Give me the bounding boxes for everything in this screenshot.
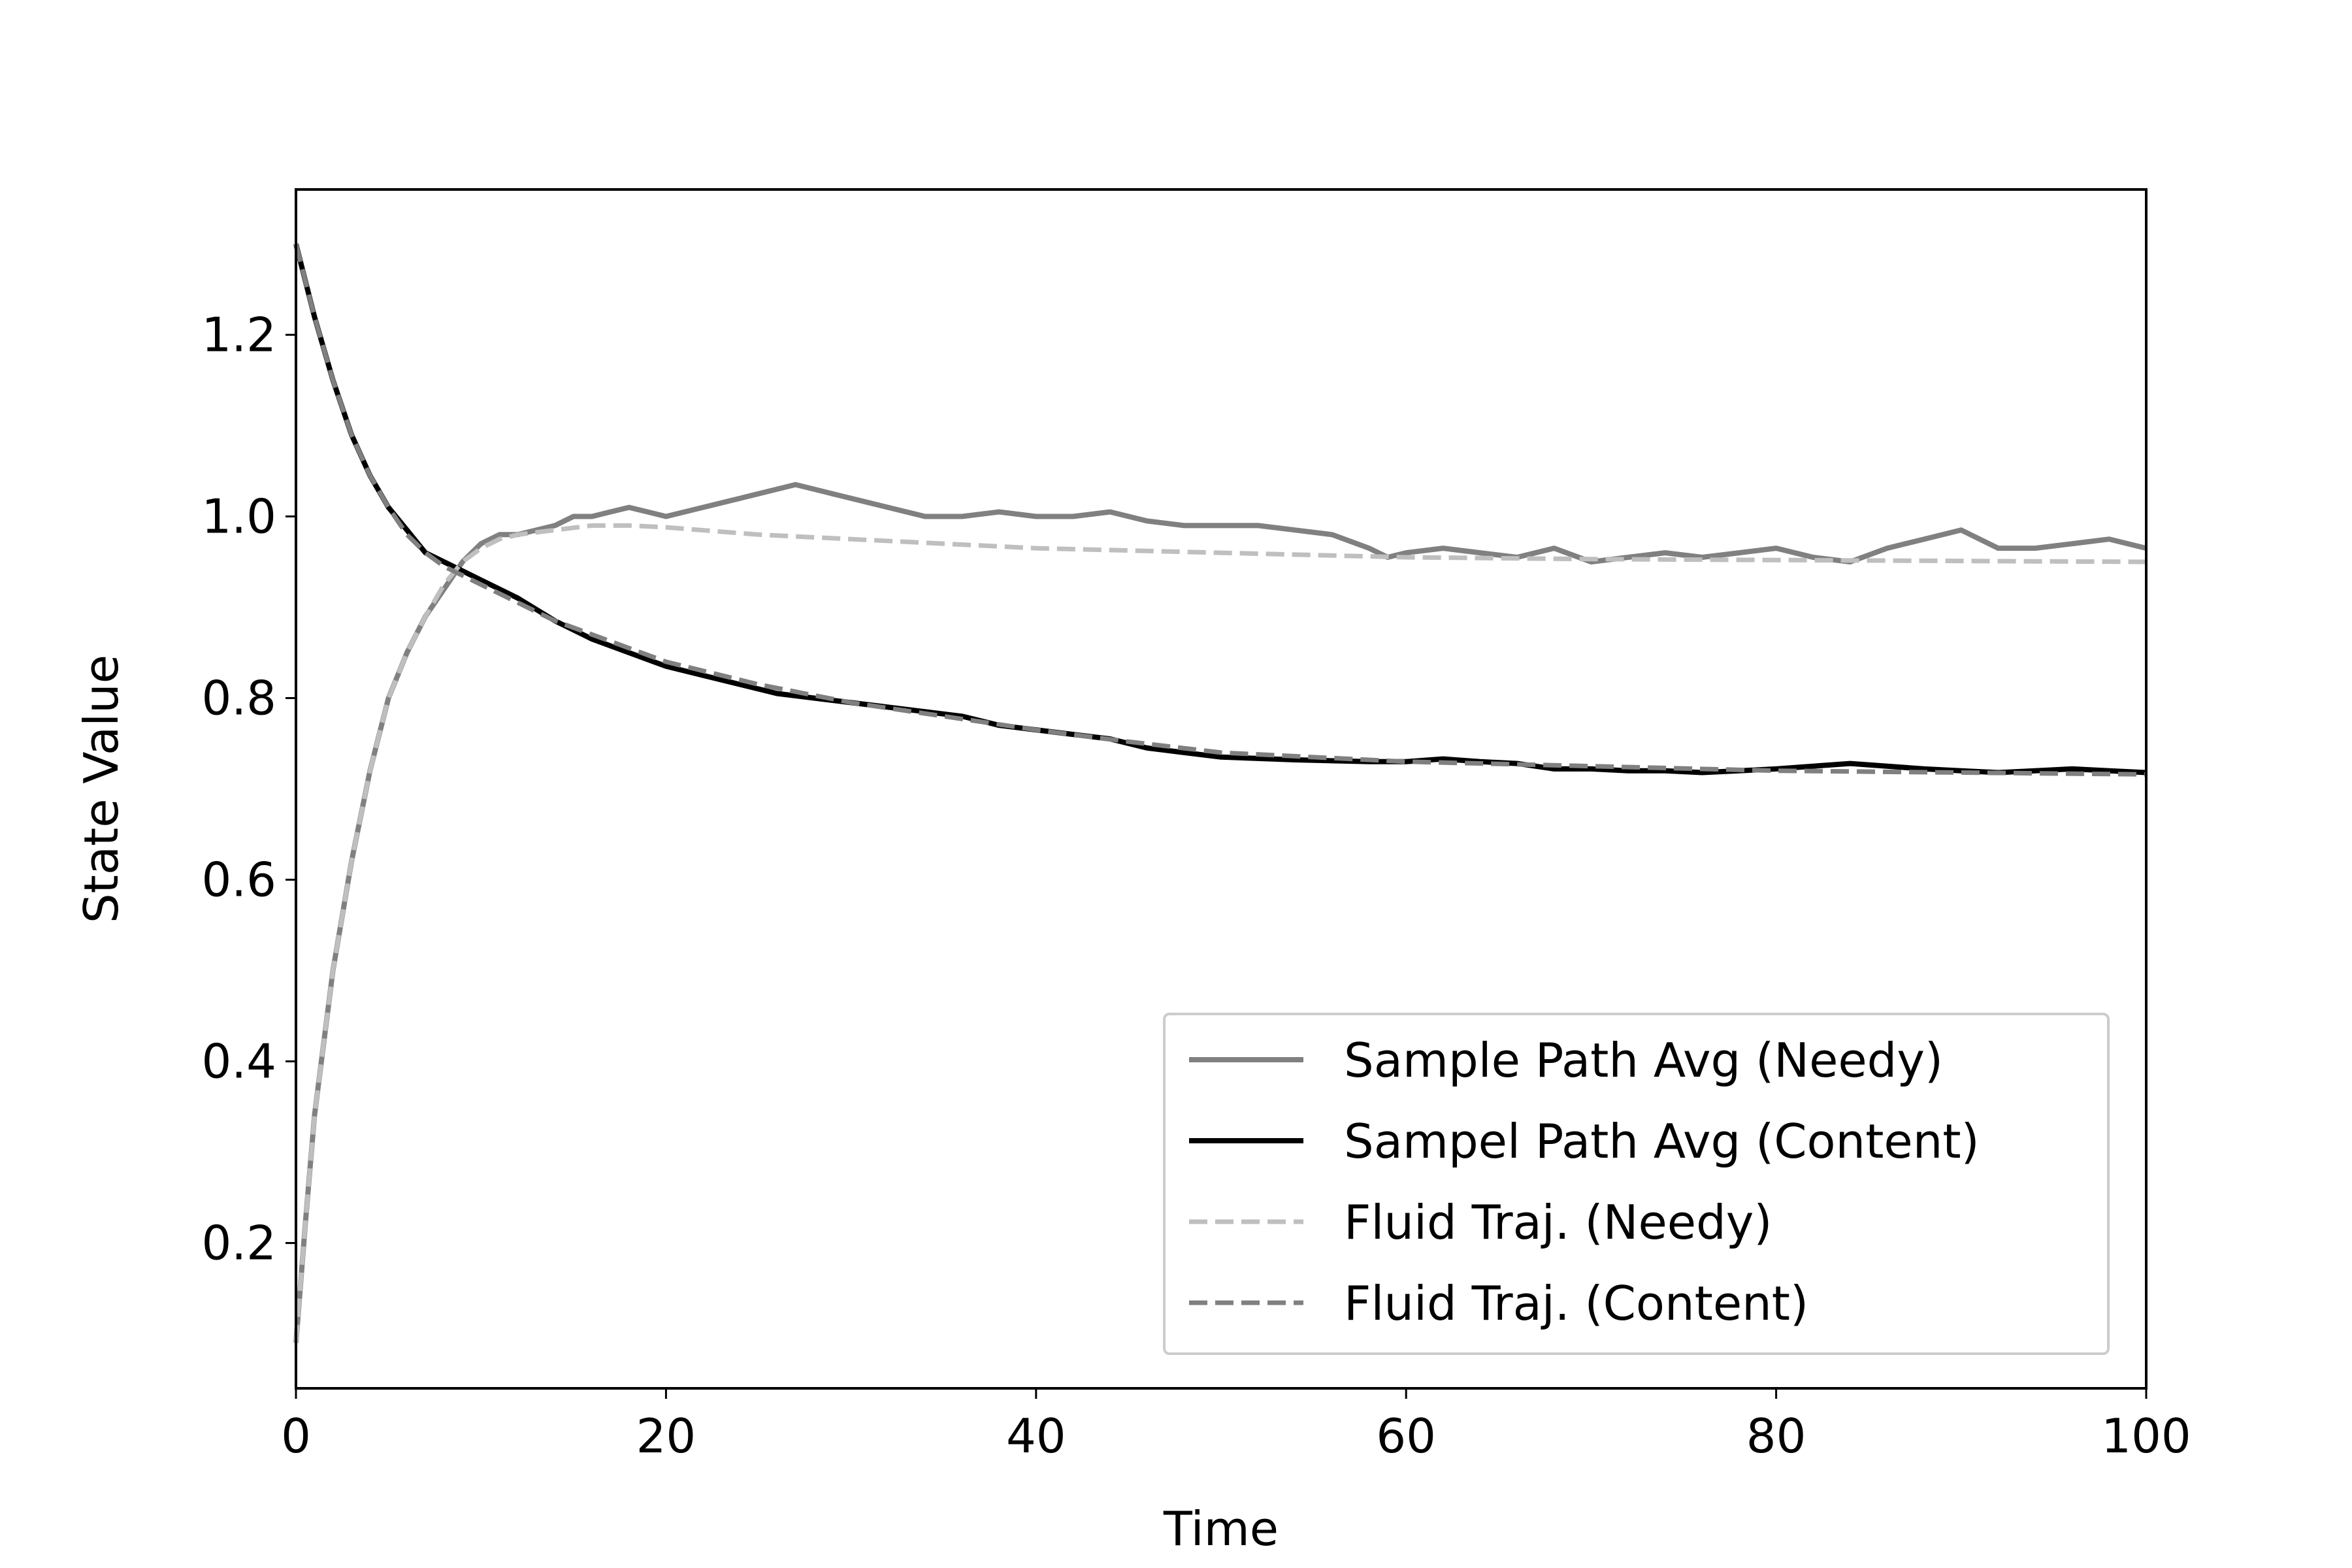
y-tick-label: 0.8 — [201, 670, 276, 725]
series-line-3 — [293, 523, 2147, 1343]
x-tick-label: 80 — [1746, 1409, 1806, 1463]
x-axis: 0 20 40 60 80 100 — [281, 1388, 2191, 1463]
y-tick-label: 0.2 — [201, 1216, 276, 1271]
y-tick-label: 1.2 — [201, 307, 276, 362]
legend-label-1: Sample Path Avg (Needy) — [1344, 1033, 1943, 1088]
series-line-4 — [293, 243, 2147, 777]
x-tick-label: 20 — [636, 1409, 696, 1463]
y-tick-label: 0.4 — [201, 1034, 276, 1089]
x-axis-title: Time — [1163, 1501, 1279, 1556]
legend-label-2: Sampel Path Avg (Content) — [1344, 1114, 1980, 1169]
y-tick-label: 0.6 — [201, 853, 276, 907]
x-tick-label: 0 — [281, 1409, 311, 1463]
legend: Sample Path Avg (Needy) Sampel Path Avg (… — [1163, 1013, 2110, 1355]
x-tick-label: 100 — [2101, 1409, 2191, 1463]
x-tick-label: 60 — [1376, 1409, 1436, 1463]
plot-frame — [295, 188, 2148, 1390]
y-axis-title: State Value — [74, 655, 129, 923]
y-axis: 0.2 0.4 0.6 0.8 1.0 1.2 — [201, 307, 296, 1271]
series-layer — [293, 243, 2147, 1343]
legend-label-4: Fluid Traj. (Content) — [1344, 1276, 1808, 1331]
x-tick-label: 40 — [1006, 1409, 1066, 1463]
legend-box — [1163, 1013, 2110, 1355]
series-line-1 — [293, 482, 2147, 1343]
y-tick-label: 1.0 — [201, 489, 276, 544]
legend-label-3: Fluid Traj. (Needy) — [1344, 1195, 1772, 1250]
